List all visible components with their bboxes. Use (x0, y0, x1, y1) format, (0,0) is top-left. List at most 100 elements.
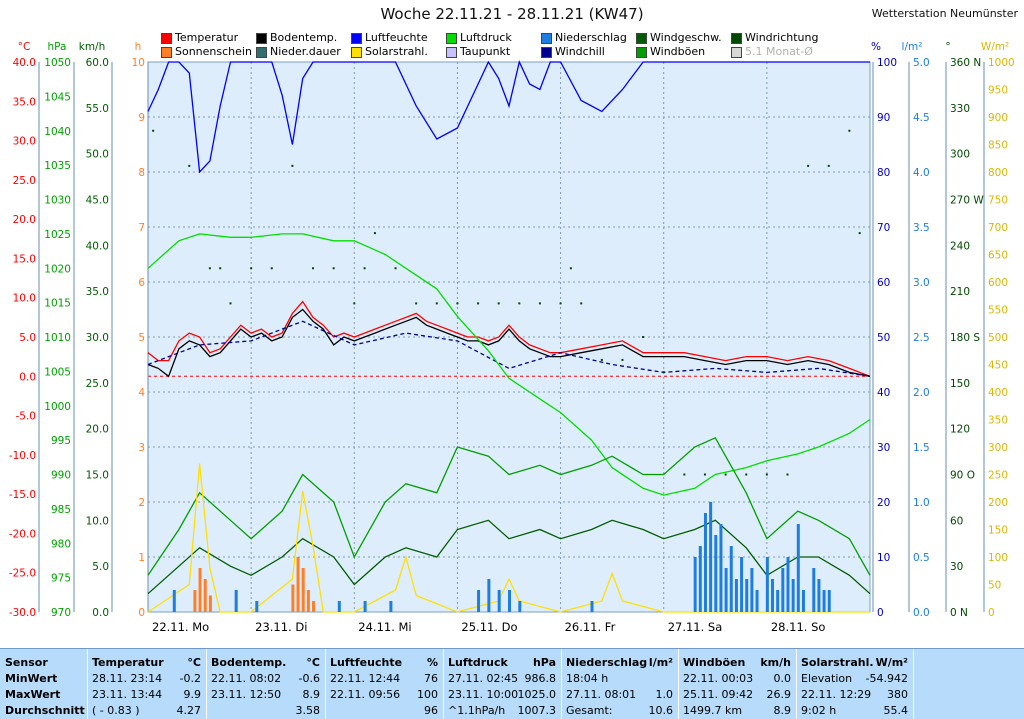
tick-label-solar: 450 (988, 360, 1008, 372)
tick-label-pressure: 985 (51, 504, 71, 516)
point-Windrichtung (827, 164, 830, 167)
bar-Sonnenschein (291, 584, 295, 612)
tick-label-humidity: 80 (877, 167, 890, 179)
bar-Niederschlag (518, 601, 522, 612)
point-Windrichtung (229, 302, 232, 305)
legend-swatch-10 (636, 33, 647, 44)
tick-label-pressure: 1035 (44, 160, 71, 172)
tick-label-humidity: 100 (877, 57, 897, 69)
stats-column-title: Luftfeuchte% (330, 656, 438, 669)
tick-label-hours: 10 (132, 57, 145, 69)
point-Windrichtung (662, 371, 665, 374)
tick-label-hours: 1 (138, 552, 145, 564)
bar-Niederschlag (487, 579, 491, 612)
x-tick-label: 22.11. Mo (152, 620, 209, 634)
tick-label-solar: 500 (988, 332, 1008, 344)
legend-label-3: Nieder.dauer (270, 45, 341, 58)
tick-label-solar: 700 (988, 222, 1008, 234)
stats-column-4: Niederschlag l/m² 18:04 h 27.11. 08:01 1.0 Ge… (561, 649, 679, 719)
tick-label-wind: 60.0 (86, 57, 109, 69)
bar-Niederschlag (508, 590, 511, 612)
tick-label-solar: 750 (988, 195, 1008, 207)
stats-sensor-column: Sensor MinWert MaxWert Durchschnitt (0, 649, 88, 719)
bar-Niederschlag (776, 590, 780, 612)
bar-Niederschlag (714, 535, 718, 612)
legend-label-1: Sonnenschein (175, 45, 252, 58)
tick-label-hours: 0 (138, 607, 145, 619)
tick-label-hours: 7 (138, 222, 145, 234)
tick-label-rain: 5.0 (913, 57, 930, 69)
x-tick-label: 25.11. Do (461, 620, 517, 634)
stats-column-title: Niederschlag l/m² (566, 656, 673, 669)
legend-swatch-1 (161, 47, 172, 58)
stats-column-title: Temperatur °C (92, 656, 201, 669)
point-Windrichtung (456, 302, 459, 305)
line-Solarstrahl. (147, 463, 870, 613)
tick-label-pressure: 1010 (44, 332, 71, 344)
tick-label-rain: 3.5 (913, 222, 930, 234)
stats-row: 22.11. 12:44 76 (330, 672, 438, 685)
stats-sensor-header: Sensor (5, 656, 48, 669)
point-Windrichtung (559, 302, 562, 305)
tick-label-pressure: 995 (51, 435, 71, 447)
legend-label-5: Solarstrahl. (365, 45, 428, 58)
axis-unit-direction: ° (945, 41, 950, 53)
x-tick-label: 23.11. Di (255, 620, 307, 634)
tick-label-temp: -5.0 (16, 411, 37, 423)
tick-label-rain: 4.5 (913, 112, 930, 124)
tick-label-wind: 55.0 (86, 103, 109, 115)
tick-label-temp: 5.0 (19, 332, 36, 344)
tick-label-wind: 35.0 (86, 286, 109, 298)
tick-label-temp: 20.0 (13, 214, 36, 226)
tick-label-direction: 60 (950, 515, 963, 527)
legend-label-13: 5.1 Monat-Ø (745, 45, 813, 58)
legend-label-10: Windgeschw. (650, 31, 722, 44)
tick-label-hours: 6 (138, 277, 145, 289)
tick-label-pressure: 1045 (44, 91, 71, 103)
tick-label-solar: 900 (988, 112, 1008, 124)
legend-swatch-11 (636, 47, 647, 58)
tick-label-humidity: 20 (877, 497, 890, 509)
point-Windrichtung (270, 267, 273, 270)
bar-Niederschlag (724, 568, 728, 612)
tick-label-pressure: 1025 (44, 229, 71, 241)
tick-label-wind: 25.0 (86, 378, 109, 390)
line-Temperatur (147, 300, 871, 377)
stats-panel: Sensor MinWert MaxWert Durchschnitt Temp… (0, 648, 1024, 719)
axis-unit-temp: °C (18, 41, 31, 53)
bar-Niederschlag (337, 601, 341, 612)
point-Windrichtung (518, 302, 521, 305)
point-Windrichtung (208, 267, 211, 270)
tick-label-wind: 5.0 (92, 561, 109, 573)
tick-label-hours: 8 (138, 167, 145, 179)
point-Windrichtung (848, 129, 851, 132)
stats-row: ^1.1hPa/h 1007.3 (448, 704, 556, 717)
bar-Niederschlag (698, 546, 702, 612)
stats-column-0: Temperatur °C 28.11. 23:14 -0.2 23.11. 13:44… (87, 649, 207, 719)
point-Windrichtung (250, 267, 253, 270)
point-Windrichtung (858, 232, 861, 235)
tick-label-wind: 20.0 (86, 424, 109, 436)
bar-Niederschlag (796, 524, 800, 612)
stats-column-5: Windböen km/h 22.11. 00:03 0.0 25.11. 09:42 2… (678, 649, 797, 719)
x-tick-label: 26.11. Fr (565, 620, 616, 634)
tick-label-wind: 15.0 (86, 470, 109, 482)
bar-Niederschlag (822, 590, 826, 612)
stats-column-title: Windböen km/h (683, 656, 791, 669)
axis-unit-solar: W/m² (981, 41, 1009, 53)
tick-label-solar: 300 (988, 442, 1008, 454)
tick-label-direction: 270 W (950, 195, 984, 207)
stats-row: 22.11. 00:03 0.0 (683, 672, 791, 685)
x-tick-label: 28.11. So (771, 620, 826, 634)
tick-label-wind: 45.0 (86, 195, 109, 207)
tick-label-wind: 10.0 (86, 515, 109, 527)
bar-Sonnenschein (198, 568, 202, 612)
tick-label-pressure: 1020 (44, 263, 71, 275)
stats-row: 96 (424, 704, 438, 717)
legend-swatch-6 (446, 33, 457, 44)
bar-Niederschlag (781, 568, 785, 612)
tick-label-solar: 1000 (988, 57, 1015, 69)
legend-swatch-2 (256, 33, 267, 44)
tick-label-temp: -20.0 (9, 528, 36, 540)
line-Windgeschw. (147, 519, 871, 595)
